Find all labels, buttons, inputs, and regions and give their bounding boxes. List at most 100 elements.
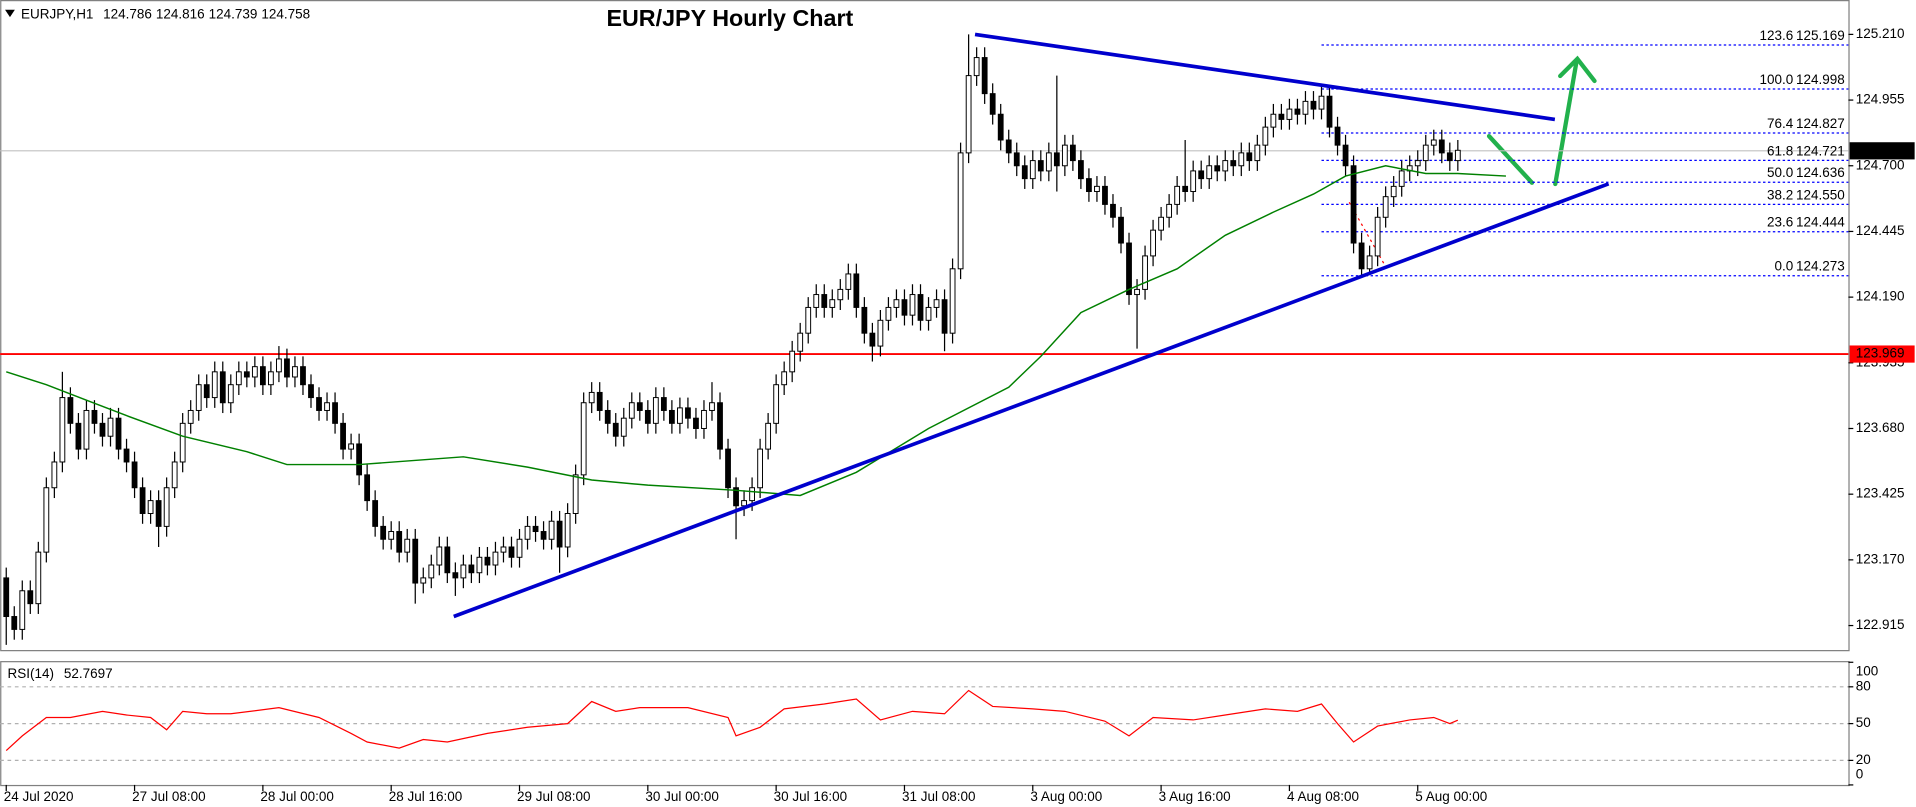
candle-body [580, 402, 587, 476]
candle-body [909, 294, 916, 316]
rsi-y-tick-label: 80 [1856, 678, 1871, 693]
candle-body [1110, 203, 1116, 218]
candle-body [925, 306, 932, 321]
candle-body [115, 417, 122, 450]
candle-body [1350, 165, 1357, 244]
quote-low: 124.739 [209, 6, 258, 21]
candle-body [139, 487, 146, 514]
candle-body [268, 371, 274, 386]
candle-body [43, 487, 50, 553]
fib-price: 124.273 [1796, 259, 1845, 274]
x-tick-label: 5 Aug 00:00 [1415, 789, 1487, 804]
candle-body [1254, 144, 1261, 162]
candle-body [428, 564, 435, 579]
candle-body [195, 384, 202, 411]
candle-body [1134, 288, 1140, 296]
fib-price: 124.721 [1796, 143, 1845, 158]
candle-body [1438, 139, 1445, 154]
x-tick-label: 24 Jul 2020 [4, 789, 74, 804]
candle-body [492, 551, 499, 566]
candle-body [693, 417, 699, 429]
candle-body [468, 564, 475, 574]
candle-body [484, 556, 491, 566]
symbol-menu-icon [5, 9, 15, 18]
candle-body [1430, 139, 1437, 146]
candle-body [251, 366, 258, 378]
candle-body [677, 407, 683, 424]
candle-body [131, 461, 138, 489]
candle-body [893, 299, 900, 308]
y-tick-label: 124.445 [1856, 223, 1905, 238]
candle-body [604, 409, 611, 424]
candle-body [444, 546, 451, 574]
candle-body [749, 487, 755, 502]
candle-body [211, 371, 218, 399]
candle-body [396, 531, 403, 553]
x-tick-label: 30 Jul 16:00 [774, 789, 847, 804]
candle-body [628, 402, 635, 419]
candle-body [789, 350, 796, 373]
candle-body [1069, 144, 1076, 162]
candle-body [219, 371, 226, 404]
candle-body [877, 319, 884, 347]
current-price-box [1849, 142, 1915, 160]
candle-body [404, 538, 411, 553]
candle-body [1150, 229, 1156, 257]
candle-body [380, 525, 387, 540]
candle-body [1422, 144, 1429, 162]
candle-body [1278, 113, 1285, 120]
fib-ratio: 50.0 [1767, 165, 1793, 180]
candle-body [652, 397, 659, 424]
candle-body [941, 299, 948, 334]
candle-body [1398, 170, 1405, 187]
candle-body [340, 422, 346, 450]
candle-body [660, 397, 667, 411]
candle-body [588, 391, 595, 404]
quote-high: 124.816 [156, 6, 205, 21]
candle-body [1374, 216, 1381, 257]
candle-body [51, 461, 58, 489]
candle-body [1053, 152, 1060, 167]
fib-price: 124.998 [1796, 72, 1845, 87]
candle-body [235, 371, 242, 386]
candle-body [284, 358, 290, 378]
current-price-label: 124.758 [1856, 142, 1905, 157]
candle-body [1270, 113, 1277, 128]
fib-ratio: 61.8 [1767, 143, 1793, 158]
candle-body [1286, 108, 1293, 120]
candle-body [596, 391, 603, 411]
candle-body [300, 366, 306, 386]
candle-body [556, 520, 563, 548]
candle-body [163, 487, 170, 527]
candle-body [1086, 178, 1092, 193]
symbol: EURJPY,H1 [21, 6, 93, 21]
candle-body [1094, 185, 1100, 193]
candle-body [765, 422, 772, 450]
x-tick-label: 3 Aug 00:00 [1030, 789, 1102, 804]
candle-body [452, 572, 459, 579]
candle-body [709, 402, 715, 411]
chart-title: EUR/JPY Hourly Chart [606, 5, 853, 31]
arrow-up-leg [1553, 61, 1579, 187]
fib-ratio: 38.2 [1767, 187, 1793, 202]
candle-body [917, 294, 924, 321]
main-panel [0, 0, 1850, 652]
candle-body [1102, 185, 1108, 205]
quote-close: 124.758 [261, 6, 310, 21]
candle-body [1454, 149, 1461, 162]
candle-body [364, 474, 371, 502]
candle-body [885, 306, 892, 321]
support-price-box [1849, 345, 1915, 363]
candle-body [973, 57, 980, 77]
candle-body [1142, 255, 1148, 290]
candle-body [1005, 139, 1012, 154]
candle-body [845, 273, 852, 290]
candle-body [1174, 185, 1181, 205]
candle-body [19, 590, 26, 630]
candle-body [524, 525, 531, 540]
candle-body [1358, 242, 1365, 270]
x-tick-label: 27 Jul 08:00 [132, 789, 205, 804]
fib-price: 124.827 [1796, 116, 1845, 131]
quote-open: 124.786 [103, 6, 152, 21]
